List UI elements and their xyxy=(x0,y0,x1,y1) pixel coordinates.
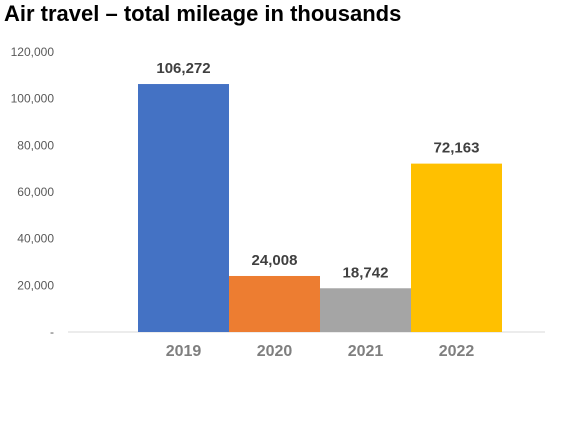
y-tick-label: 100,000 xyxy=(11,92,55,106)
y-tick-label: - xyxy=(50,325,54,339)
bar-2021 xyxy=(320,288,411,332)
x-axis-ticks: 2019 2020 2021 2022 xyxy=(166,343,475,360)
x-tick-label-2022: 2022 xyxy=(439,343,475,360)
y-tick-label: 60,000 xyxy=(17,185,54,199)
data-label-2022: 72,163 xyxy=(434,140,480,157)
bar-2022 xyxy=(411,163,502,332)
bar-2019 xyxy=(138,84,229,332)
y-tick-label: 120,000 xyxy=(11,45,55,59)
x-tick-label-2020: 2020 xyxy=(257,343,293,360)
data-labels: 106,272 24,008 18,742 72,163 xyxy=(156,60,479,281)
data-label-2021: 18,742 xyxy=(343,264,389,281)
data-label-2020: 24,008 xyxy=(252,252,298,269)
x-tick-label-2019: 2019 xyxy=(166,343,202,360)
y-tick-label: 40,000 xyxy=(17,232,54,246)
bar-2020 xyxy=(229,275,320,332)
x-tick-label-2021: 2021 xyxy=(348,343,384,360)
y-tick-label: 80,000 xyxy=(17,138,54,152)
y-axis-ticks: - 20,000 40,000 60,000 80,000 100,000 120,000 xyxy=(11,45,55,339)
bars xyxy=(138,84,502,332)
y-tick-label: 20,000 xyxy=(17,278,54,292)
chart-title: Air travel – total mileage in thousands xyxy=(4,1,402,26)
data-label-2019: 106,272 xyxy=(156,60,210,77)
